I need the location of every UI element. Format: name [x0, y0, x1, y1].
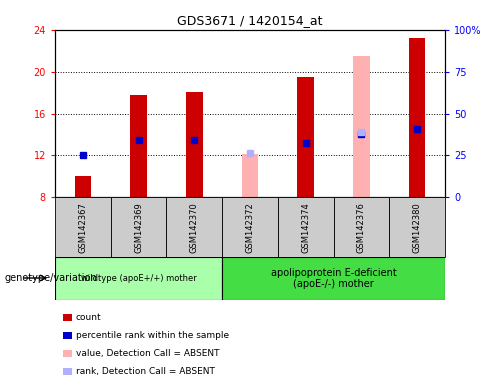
Text: GSM142376: GSM142376 — [357, 202, 366, 253]
Bar — [278, 197, 334, 257]
Text: wildtype (apoE+/+) mother: wildtype (apoE+/+) mother — [81, 274, 197, 283]
Bar — [353, 56, 370, 197]
Bar — [55, 197, 111, 257]
Title: GDS3671 / 1420154_at: GDS3671 / 1420154_at — [177, 15, 323, 27]
Bar — [409, 38, 426, 197]
Bar — [222, 257, 445, 300]
Text: GSM142372: GSM142372 — [245, 202, 255, 253]
Bar — [75, 176, 91, 197]
Text: GSM142380: GSM142380 — [413, 202, 422, 253]
Text: value, Detection Call = ABSENT: value, Detection Call = ABSENT — [76, 349, 219, 358]
Text: GSM142374: GSM142374 — [301, 202, 310, 253]
Bar — [389, 197, 445, 257]
Bar — [111, 197, 166, 257]
Bar — [242, 154, 258, 197]
Text: genotype/variation: genotype/variation — [5, 273, 98, 283]
Bar — [222, 197, 278, 257]
Bar — [166, 197, 222, 257]
Text: percentile rank within the sample: percentile rank within the sample — [76, 331, 229, 340]
Text: rank, Detection Call = ABSENT: rank, Detection Call = ABSENT — [76, 367, 215, 376]
Bar — [130, 95, 147, 197]
Text: GSM142367: GSM142367 — [79, 202, 87, 253]
Text: apolipoprotein E-deficient
(apoE-/-) mother: apolipoprotein E-deficient (apoE-/-) mot… — [271, 268, 396, 289]
Bar — [186, 91, 203, 197]
Bar — [334, 197, 389, 257]
Text: count: count — [76, 313, 102, 322]
Bar — [55, 257, 222, 300]
Bar — [297, 77, 314, 197]
Text: GSM142370: GSM142370 — [190, 202, 199, 253]
Text: GSM142369: GSM142369 — [134, 202, 143, 253]
